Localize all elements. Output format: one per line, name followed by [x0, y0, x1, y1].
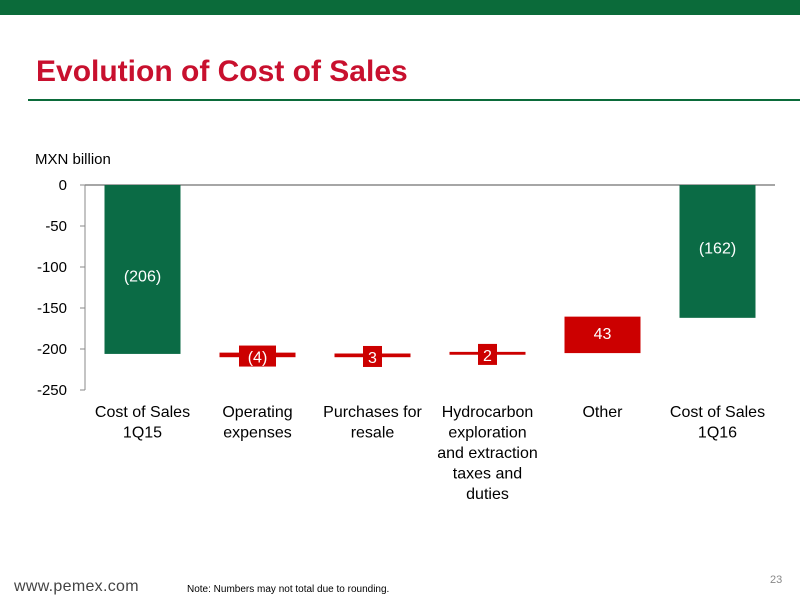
footer-note: Note: Numbers may not total due to round…	[187, 584, 390, 595]
bar-1	[104, 185, 181, 354]
data-label-box	[478, 343, 497, 365]
data-label-2: (4)	[248, 350, 268, 367]
y-tick-label: -200	[37, 341, 67, 358]
bar-6	[679, 185, 756, 318]
waterfall-chart: MXN billion 0 -50 -100 -150 -200 -250 (206) (4) 3…	[35, 151, 775, 503]
top-brand-bar	[0, 0, 800, 15]
category-label-1: Cost of Sales	[95, 404, 190, 421]
category-label-4: Hydrocarbon	[442, 404, 534, 421]
data-label-4: 2	[483, 348, 492, 365]
y-tick-label: -250	[37, 382, 67, 399]
y-axis-title: MXN billion	[35, 151, 111, 168]
slide-title: Evolution of Cost of Sales	[36, 55, 408, 88]
y-tick-label: -50	[45, 218, 67, 235]
data-label-6: (162)	[699, 240, 736, 257]
data-label-5: 43	[594, 326, 612, 343]
category-label-3: Purchases for	[323, 404, 422, 421]
title-divider	[28, 99, 800, 101]
bar-5	[564, 317, 641, 354]
category-label-6: 1Q16	[698, 425, 737, 442]
category-label-4: duties	[466, 486, 509, 503]
category-label-3: resale	[351, 425, 395, 442]
category-label-1: 1Q15	[123, 425, 162, 442]
page-number: 23	[770, 574, 783, 586]
y-tick-label: -100	[37, 259, 67, 276]
footer-url[interactable]: www.pemex.com	[14, 578, 139, 595]
category-label-4: exploration	[448, 425, 526, 442]
y-tick-label: 0	[59, 177, 67, 194]
category-label-2: expenses	[223, 425, 292, 442]
data-label-1: (206)	[124, 269, 161, 286]
data-label-box	[239, 345, 276, 367]
category-label-4: and extraction	[437, 445, 538, 462]
category-label-2: Operating	[222, 404, 292, 421]
category-label-5: Other	[582, 404, 623, 421]
category-label-6: Cost of Sales	[670, 404, 765, 421]
category-label-4: taxes and	[453, 466, 522, 483]
data-label-box	[363, 345, 382, 367]
y-tick-label: -150	[37, 300, 67, 317]
data-label-3: 3	[368, 350, 377, 367]
